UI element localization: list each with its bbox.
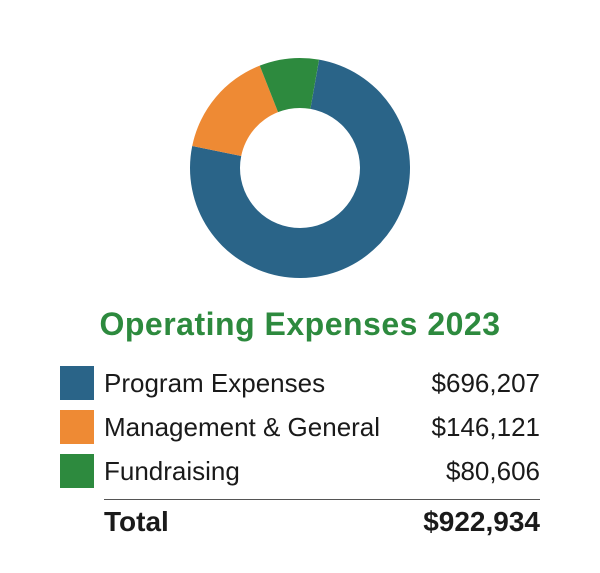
total-amount: $922,934 bbox=[423, 506, 540, 538]
legend-swatch-fundraising bbox=[60, 454, 94, 488]
legend-amount: $696,207 bbox=[432, 368, 540, 399]
chart-title: Operating Expenses 2023 bbox=[0, 306, 600, 343]
legend-swatch-program bbox=[60, 366, 94, 400]
legend-label: Fundraising bbox=[104, 456, 446, 487]
legend-row: Fundraising $80,606 bbox=[60, 449, 540, 493]
legend-amount: $80,606 bbox=[446, 456, 540, 487]
total-row: Total $922,934 bbox=[104, 506, 540, 538]
total-label: Total bbox=[104, 506, 423, 538]
legend-label: Management & General bbox=[104, 412, 432, 443]
expense-donut-infographic: Operating Expenses 2023 Program Expenses… bbox=[0, 0, 600, 573]
legend-amount: $146,121 bbox=[432, 412, 540, 443]
legend-row: Program Expenses $696,207 bbox=[60, 361, 540, 405]
donut-chart-holder bbox=[0, 0, 600, 288]
legend-swatch-management bbox=[60, 410, 94, 444]
legend: Program Expenses $696,207 Management & G… bbox=[60, 361, 540, 538]
total-rule bbox=[104, 499, 540, 500]
donut-chart bbox=[180, 48, 420, 288]
legend-row: Management & General $146,121 bbox=[60, 405, 540, 449]
legend-label: Program Expenses bbox=[104, 368, 432, 399]
